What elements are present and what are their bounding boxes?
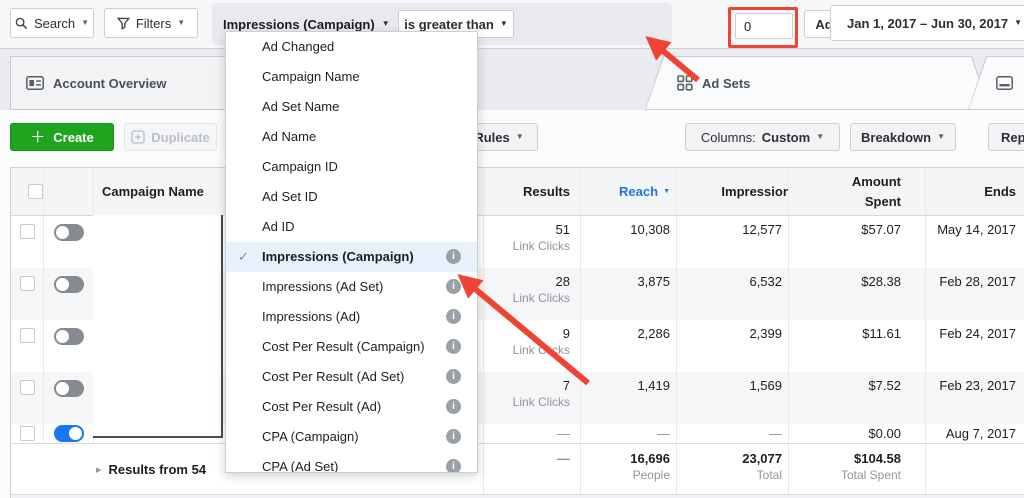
filters-label: Filters xyxy=(135,15,172,31)
sort-caret-icon: ▼ xyxy=(663,188,670,195)
menu-item-cpa-campaign[interactable]: CPA (Campaign) i xyxy=(226,422,477,452)
menu-item-cpa-ad-set[interactable]: CPA (Ad Set) i xyxy=(226,452,477,472)
info-icon[interactable]: i xyxy=(446,429,461,444)
search-icon xyxy=(15,17,28,30)
table-summary-row: ▸ Results from 54 — 16,696 People 23,077 T… xyxy=(11,443,1024,494)
menu-item-ad-set-id[interactable]: Ad Set ID xyxy=(262,189,318,204)
filter-value-input[interactable] xyxy=(735,13,793,39)
menu-item-cpr-campaign[interactable]: Cost Per Result (Campaign) i xyxy=(226,332,477,362)
campaign-toggle[interactable] xyxy=(54,425,84,442)
checkmark-icon: ✓ xyxy=(238,249,249,264)
redaction-patch xyxy=(93,215,223,438)
filter-funnel-icon xyxy=(116,17,131,30)
info-icon[interactable]: i xyxy=(446,399,461,414)
ends-header[interactable]: Ends xyxy=(984,184,1016,199)
active-filter-pill: Impressions (Campaign) ▼ is greater than… xyxy=(212,3,871,48)
menu-item-impressions-campaign[interactable]: ✓ Impressions (Campaign) i xyxy=(226,242,477,272)
reach-header[interactable]: Reach ▼ xyxy=(581,168,677,215)
caret-down-icon: ▼ xyxy=(177,18,186,27)
filter-operator-label: is greater than xyxy=(404,16,494,32)
duplicate-button[interactable]: Duplicate xyxy=(124,123,217,151)
row-checkbox[interactable] xyxy=(19,328,35,343)
account-overview-icon xyxy=(26,76,44,90)
menu-item-campaign-name[interactable]: Campaign Name xyxy=(262,69,360,84)
info-icon[interactable]: i xyxy=(446,279,461,294)
top-filter-bar: Search ▼ Filters ▼ Impressions (Campaign… xyxy=(0,0,1024,49)
breakdown-button[interactable]: Breakdown ▼ xyxy=(850,123,956,151)
tab-label: Account Overview xyxy=(53,75,167,91)
rules-label: Rules xyxy=(474,129,510,145)
caret-down-icon: ▼ xyxy=(81,18,90,27)
tab-label: Ad Sets xyxy=(702,75,751,91)
amount-spent-header[interactable]: Amount Spent xyxy=(789,168,926,215)
menu-item-ad-changed[interactable]: Ad Changed xyxy=(262,39,335,54)
create-label: Create xyxy=(53,129,94,145)
campaign-name-cell xyxy=(94,216,484,268)
row-checkbox[interactable] xyxy=(19,276,35,291)
date-range-picker[interactable]: Jan 1, 2017 – Jun 30, 2017 ▼ xyxy=(830,5,1024,41)
caret-down-icon: ▼ xyxy=(381,19,390,28)
create-button[interactable]: ＋ Create xyxy=(10,123,114,151)
campaign-toggle[interactable] xyxy=(54,380,84,397)
filter-field-dropdown[interactable]: Impressions (Campaign) ▼ xyxy=(223,3,390,45)
columns-value: Custom xyxy=(761,129,811,145)
date-range-label: Jan 1, 2017 – Jun 30, 2017 xyxy=(847,15,1009,31)
menu-item-ad-set-name[interactable]: Ad Set Name xyxy=(262,99,340,114)
impressions-header[interactable]: Impressions xyxy=(677,168,789,215)
filter-field-menu: Ad Changed Campaign Name Ad Set Name Ad … xyxy=(225,31,478,473)
caret-down-icon: ▼ xyxy=(937,132,945,141)
tab-ad-sets[interactable]: Ad Sets xyxy=(645,56,990,110)
toggle-column-header xyxy=(44,168,94,215)
caret-down-icon: ▼ xyxy=(499,19,508,28)
duplicate-icon xyxy=(131,130,146,144)
menu-item-cpr-ad-set[interactable]: Cost Per Result (Ad Set) i xyxy=(226,362,477,392)
info-icon[interactable]: i xyxy=(446,369,461,384)
tab-strip: Account Overview Ad Sets xyxy=(0,49,1024,110)
report-label: Report xyxy=(1001,129,1024,145)
menu-item-ad-id[interactable]: Ad ID xyxy=(262,219,295,234)
search-button[interactable]: Search ▼ xyxy=(10,8,94,38)
campaign-name-cell xyxy=(94,424,484,443)
expand-triangle-icon: ▸ xyxy=(96,463,102,476)
campaign-name-header[interactable]: Campaign Name xyxy=(94,168,484,215)
row-checkbox[interactable] xyxy=(19,426,35,441)
caret-down-icon: ▼ xyxy=(515,132,524,141)
info-icon[interactable]: i xyxy=(446,459,461,472)
menu-item-impressions-ad-set[interactable]: Impressions (Ad Set) i xyxy=(226,272,477,302)
duplicate-label: Duplicate xyxy=(151,129,210,145)
columns-prefix: Columns: xyxy=(700,129,756,145)
campaign-toggle[interactable] xyxy=(54,328,84,345)
campaign-name-cell xyxy=(94,372,484,424)
ads-card-icon xyxy=(996,76,1013,90)
campaign-toggle[interactable] xyxy=(54,224,84,241)
columns-button[interactable]: Columns: Custom ▼ xyxy=(685,123,840,151)
search-label: Search xyxy=(33,15,76,31)
caret-down-icon: ▼ xyxy=(816,132,825,141)
caret-down-icon: ▼ xyxy=(1014,18,1023,27)
report-button[interactable]: Report xyxy=(988,123,1024,151)
menu-item-campaign-id[interactable]: Campaign ID xyxy=(262,159,338,174)
menu-item-ad-name[interactable]: Ad Name xyxy=(262,129,317,144)
results-header[interactable]: Results xyxy=(484,168,581,215)
ad-sets-grid-icon xyxy=(677,75,693,91)
table-bottom-strip xyxy=(11,494,1024,498)
filters-button[interactable]: Filters ▼ xyxy=(104,8,198,38)
results-summary-label[interactable]: ▸ Results from 54 xyxy=(94,444,484,494)
info-icon[interactable]: i xyxy=(446,309,461,324)
campaign-toggle[interactable] xyxy=(54,276,84,293)
table-header-row: Campaign Name Results Reach▼ Impressions… xyxy=(11,168,1024,216)
select-all-checkbox[interactable] xyxy=(28,184,43,199)
plus-icon: ＋ xyxy=(30,128,46,146)
row-checkbox[interactable] xyxy=(19,224,35,239)
select-all-checkbox-cell xyxy=(11,168,44,215)
filter-field-label: Impressions (Campaign) xyxy=(223,16,375,32)
info-icon[interactable]: i xyxy=(446,339,461,354)
menu-item-impressions-ad[interactable]: Impressions (Ad) i xyxy=(226,302,477,332)
breakdown-label: Breakdown xyxy=(861,129,932,145)
tab-ads[interactable] xyxy=(968,56,1024,110)
row-checkbox[interactable] xyxy=(19,380,35,395)
info-icon[interactable]: i xyxy=(446,249,461,264)
menu-item-cpr-ad[interactable]: Cost Per Result (Ad) i xyxy=(226,392,477,422)
